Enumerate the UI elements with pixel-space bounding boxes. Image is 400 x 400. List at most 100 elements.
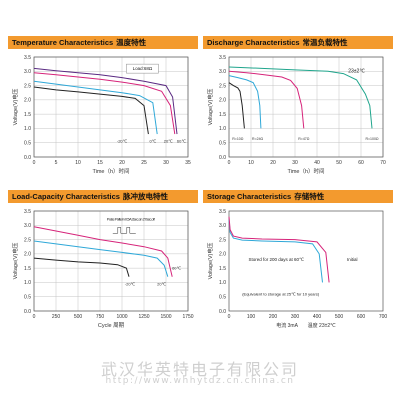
x-tick-label: 15 <box>97 160 103 166</box>
y-tick-label: 0.5 <box>219 141 226 147</box>
y-tick-label: 1.5 <box>24 266 31 272</box>
annotation-note: (Equivalent to storage at 25℃ for 10 yea… <box>242 291 320 296</box>
series-label: 0℃ <box>149 139 156 144</box>
x-tick-label: 1000 <box>116 314 127 320</box>
series-label: 60℃ <box>177 139 186 144</box>
plot-frame <box>228 56 384 158</box>
series-line-0 <box>228 219 323 283</box>
watermark-company: 武汉华英特电子有限公司 <box>100 360 299 379</box>
y-tick-label: 0.0 <box>219 309 226 315</box>
x-tick-label: 60 <box>358 160 364 166</box>
y-tick-label: 2.0 <box>219 252 226 258</box>
y-tick-label: 3.5 <box>24 209 31 215</box>
x-tick-label: 50 <box>336 160 342 166</box>
y-tick-label: 3.5 <box>219 55 226 61</box>
x-tick-label: 20 <box>119 160 125 166</box>
y-tick-label: 1.0 <box>24 280 31 286</box>
series-label: -20℃ <box>125 281 136 286</box>
series-line-3 <box>33 67 178 135</box>
x-tick-label: 200 <box>269 314 278 320</box>
panel-title-en: Storage Characteristics <box>207 192 292 201</box>
series-line-0 <box>33 86 149 135</box>
x-axis-label: Time（h）时间 <box>287 167 324 175</box>
panel-discharge: Discharge Characteristics 常温负载特性 0 10 20 30 4… <box>203 36 393 196</box>
series-label: 20℃ <box>164 139 173 144</box>
y-tick-label: 2.5 <box>24 83 31 89</box>
y-axis-label: Voltage(V)电压 <box>11 88 19 125</box>
legend-text: Pulse Pattern 0.5A 2sec.on 27sec.off <box>107 216 156 221</box>
x-tick-label: 600 <box>357 314 366 320</box>
x-tick-label: 30 <box>292 160 298 166</box>
panel-header-load-capacity: Load-Capacity Characteristics 脉冲放电特性 <box>8 190 198 203</box>
y-tick-label: 3.0 <box>219 69 226 75</box>
series-label: 60℃ <box>172 266 181 271</box>
x-tick-label: 5 <box>55 160 58 166</box>
y-tick-label: 2.0 <box>24 98 31 104</box>
y-tick-label: 2.5 <box>24 237 31 243</box>
y-tick-label: 1.5 <box>219 112 226 118</box>
x-tick-label: 10 <box>75 160 81 166</box>
y-axis-label: Voltage(V)电压 <box>206 242 214 279</box>
chart-load-capacity: 0 250 500 750 1000 1250 1500 1750 0.0 0.5 1.0 1.5 2.… <box>11 209 194 329</box>
x-tick-label: 40 <box>314 160 320 166</box>
chart-footer-conditions: 电流 3mA 温度 23±2℃ <box>276 322 336 329</box>
panel-title-en: Load-Capacity Characteristics <box>12 192 120 201</box>
pulse-pattern-icon <box>112 227 136 234</box>
panel-title-cn: 温度特性 <box>116 38 147 47</box>
x-tick-label: 100 <box>247 314 256 320</box>
y-tick-label: 1.0 <box>24 126 31 132</box>
series-label: -20℃ <box>117 139 128 144</box>
series-label: R=24Ω <box>252 137 263 141</box>
plot-frame <box>228 210 384 312</box>
y-tick-label: 0.0 <box>24 309 31 315</box>
y-tick-label: 2.5 <box>219 83 226 89</box>
y-tick-label: 3.5 <box>219 209 226 215</box>
panel-title-en: Discharge Characteristics <box>207 38 300 47</box>
series-line-3 <box>228 66 373 129</box>
x-tick-label: 1750 <box>182 314 193 320</box>
series-line-1 <box>33 80 158 135</box>
series-label: R=100Ω <box>365 137 378 141</box>
series-label: R=10Ω <box>232 137 243 141</box>
y-tick-label: 0.0 <box>24 155 31 161</box>
panel-load-capacity: Load-Capacity Characteristics 脉冲放电特性 0 250… <box>8 190 198 350</box>
series-line-0 <box>228 82 245 129</box>
x-tick-label: 10 <box>248 160 254 166</box>
series-line-2 <box>33 72 176 135</box>
x-tick-label: 750 <box>96 314 105 320</box>
x-tick-label: 500 <box>74 314 83 320</box>
y-tick-label: 1.0 <box>219 126 226 132</box>
y-tick-label: 2.0 <box>219 98 226 104</box>
watermark-url: http://www.whhytdz.cn.china.cn <box>105 376 295 386</box>
y-tick-label: 0.5 <box>24 141 31 147</box>
chart-discharge: 0 10 20 30 40 50 60 70 0.0 0.5 1.0 1.5 2.0 2.5 3.0 3.5 T… <box>206 55 386 175</box>
x-tick-label: 0 <box>33 314 36 320</box>
series-label: Stored for 200 days at 60℃ <box>249 257 305 262</box>
x-axis-label: Cycle 周期 <box>98 322 125 329</box>
x-tick-label: 1500 <box>160 314 171 320</box>
series-line-1 <box>228 75 262 129</box>
x-tick-label: 25 <box>141 160 147 166</box>
footer-area <box>0 345 400 400</box>
x-tick-label: 700 <box>379 314 388 320</box>
series-line-1 <box>33 240 169 277</box>
y-tick-label: 2.5 <box>219 237 226 243</box>
y-axis-label: Voltage(V)电压 <box>11 242 19 279</box>
x-tick-label: 1250 <box>138 314 149 320</box>
y-tick-label: 0.5 <box>219 295 226 301</box>
y-tick-label: 2.0 <box>24 252 31 258</box>
y-tick-label: 0.0 <box>219 155 226 161</box>
y-tick-label: 3.0 <box>219 223 226 229</box>
x-tick-label: 400 <box>313 314 322 320</box>
panel-title-cn: 脉冲放电特性 <box>122 192 168 201</box>
x-tick-label: 20 <box>270 160 276 166</box>
legend-box <box>126 63 159 74</box>
x-tick-label: 0 <box>228 314 231 320</box>
legend-text: 23±2℃ <box>348 69 365 75</box>
x-tick-label: 500 <box>335 314 344 320</box>
x-axis-label: Time（h）时间 <box>92 167 129 175</box>
x-tick-label: 0 <box>228 160 231 166</box>
panel-storage: Storage Characteristics 存储特性 0 100 200 300 40… <box>203 190 393 350</box>
series-label: R=47Ω <box>298 137 309 141</box>
